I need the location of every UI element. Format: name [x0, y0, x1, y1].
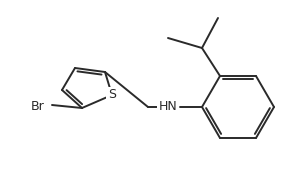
Text: HN: HN: [159, 101, 177, 114]
Text: Br: Br: [31, 100, 45, 112]
Text: S: S: [108, 88, 116, 101]
